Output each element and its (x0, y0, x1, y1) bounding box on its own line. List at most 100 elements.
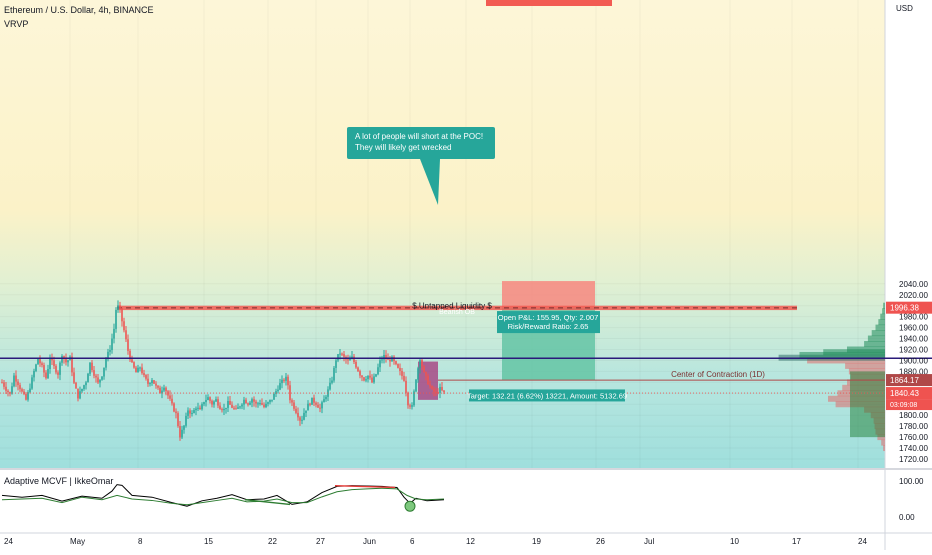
candle-body (389, 359, 391, 362)
candle-body (267, 402, 269, 404)
candle-body (227, 400, 229, 408)
candle-body (77, 388, 79, 399)
candle-body (43, 365, 45, 373)
candle-body (37, 359, 39, 365)
candle-body (261, 403, 263, 405)
mcvf-signal-marker (404, 500, 416, 512)
candle-body (395, 361, 397, 365)
candle-body (55, 365, 57, 373)
candle-body (17, 381, 19, 386)
candle-body (79, 391, 81, 399)
time-tick-label: 10 (730, 537, 739, 546)
candle-body (53, 360, 55, 366)
candle-body (223, 408, 225, 411)
candle-body (49, 358, 51, 369)
candle-body (195, 408, 197, 411)
candle-body (21, 389, 23, 392)
candle-body (211, 400, 213, 405)
candle-body (147, 378, 149, 384)
candle-body (47, 368, 49, 379)
candle-body (75, 382, 77, 389)
candle-body (39, 359, 41, 364)
candle-body (117, 305, 119, 310)
price-pane-background (0, 0, 885, 468)
candle-body (239, 406, 241, 408)
indicator-title[interactable]: Adaptive MCVF | IkkeOmar (4, 476, 114, 486)
candle-body (415, 379, 417, 392)
candle-body (337, 354, 339, 361)
candle-body (33, 370, 35, 378)
candle-body (87, 373, 89, 383)
time-axis-ticks[interactable]: 24 May 8 15 22 27 Jun 6 12 19 26 Jul 10 17 24 (4, 537, 867, 546)
candle-body (369, 375, 371, 378)
candle-body (297, 412, 299, 418)
candle-body (185, 415, 187, 426)
callout-box (347, 127, 495, 159)
candle-body (365, 379, 367, 381)
price-tick-label: 1940.00 (899, 335, 928, 344)
target-box (469, 389, 625, 402)
candle-body (367, 375, 369, 380)
candle-body (221, 409, 223, 411)
candle-body (275, 391, 277, 394)
time-tick-label: 19 (532, 537, 541, 546)
candle-body (443, 390, 445, 393)
vrvp-label[interactable]: VRVP (4, 19, 29, 29)
candle-body (265, 403, 267, 408)
candle-body (151, 380, 153, 384)
value-area-fill (850, 371, 885, 438)
candle-body (247, 403, 249, 405)
indicator-pane-background (0, 470, 885, 533)
candle-body (309, 403, 311, 405)
candle-body (315, 402, 317, 405)
candle-body (235, 408, 237, 410)
candle-body (283, 379, 285, 381)
time-tick-label: 22 (268, 537, 277, 546)
candle-body (219, 405, 221, 410)
candle-body (105, 359, 107, 368)
candle-body (115, 309, 117, 329)
candle-body (183, 425, 185, 430)
candle-body (65, 358, 67, 363)
candle-body (269, 399, 271, 403)
candle-body (413, 391, 415, 406)
price-tick-label: 1920.00 (899, 346, 928, 355)
candle-body (263, 404, 265, 408)
candle-body (45, 372, 47, 379)
candle-body (145, 375, 147, 379)
coc-badge: 1864.17 (890, 376, 919, 385)
countdown-bg (886, 399, 932, 411)
candle-body (409, 405, 411, 407)
candle-body (61, 356, 63, 363)
current-price-badge: 1840.43 (890, 389, 919, 398)
candle-body (429, 384, 431, 387)
annotation-labels: $ Untapped Liquidity $Bearish OB Open P&L… (347, 127, 765, 402)
candle-body (381, 359, 383, 361)
candle-body (31, 377, 33, 389)
candle-body (305, 410, 307, 413)
candle-body (311, 397, 313, 405)
candle-body (5, 386, 7, 391)
callout-pointer (420, 159, 440, 205)
volume-profile-bar (883, 445, 885, 452)
candle-body (11, 386, 13, 394)
candle-body (159, 387, 161, 394)
candle-body (27, 392, 29, 400)
candle-body (329, 382, 331, 390)
price-tick-label: 1780.00 (899, 422, 928, 431)
time-tick-label: 8 (138, 537, 143, 546)
currency-label: USD (896, 4, 913, 13)
candle-body (437, 392, 439, 394)
liquidity-label: $ Untapped Liquidity $ (412, 302, 492, 311)
time-tick-label: May (70, 537, 85, 546)
candle-body (425, 371, 427, 376)
candle-body (371, 377, 373, 383)
candle-body (377, 367, 379, 375)
candle-body (125, 330, 127, 340)
candle-body (403, 375, 405, 381)
candle-body (149, 383, 151, 385)
candle-body (225, 407, 227, 409)
candle-body (293, 402, 295, 409)
candle-body (421, 359, 423, 367)
